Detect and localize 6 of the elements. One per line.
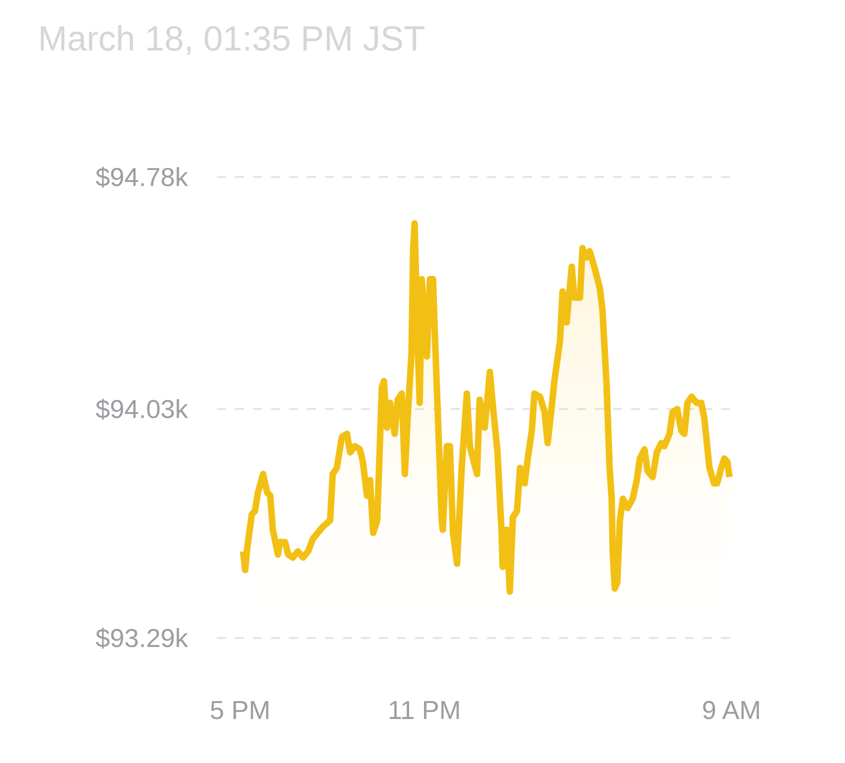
x-tick-label: 11 PM <box>388 695 461 725</box>
y-tick-label: $94.78k <box>95 162 189 192</box>
y-tick-label: $93.29k <box>95 623 189 654</box>
y-tick-label: $94.03k <box>95 394 189 424</box>
x-tick-label: 5 PM <box>210 695 270 725</box>
x-tick-label: 9 AM <box>702 695 762 725</box>
